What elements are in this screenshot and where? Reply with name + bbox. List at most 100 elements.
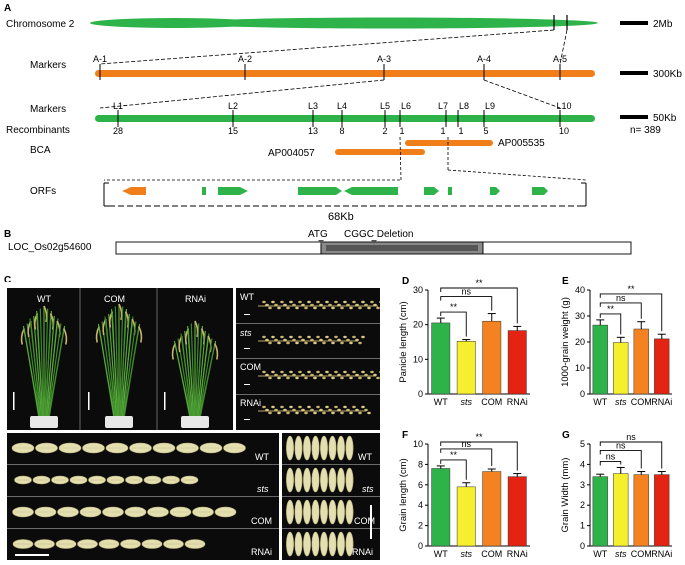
significance-bracket (599, 461, 622, 466)
y-tick-label: 10 (413, 354, 423, 364)
y-tick-label: 4 (418, 500, 423, 510)
marker-label-a: A-1 (93, 54, 107, 64)
grain-label-sts: sts (257, 484, 269, 494)
bac-bar-ap004057 (335, 149, 425, 155)
significance-bracket (440, 311, 467, 337)
bac-label-ap005535: AP005535 (498, 138, 545, 149)
divider (282, 464, 380, 465)
panel-letter-c: C (4, 275, 11, 282)
x-tick-label: RNAi (507, 397, 528, 407)
x-tick-label: WT (434, 549, 448, 559)
grain-width-label-wt: WT (358, 452, 372, 462)
significance-label: ns (626, 432, 636, 442)
bar-com (482, 320, 502, 395)
bar-wt (592, 476, 608, 547)
bac-bar-ap005535 (405, 140, 493, 146)
y-tick-label: 8 (418, 459, 423, 469)
panicle-label-rnai: RNAi (240, 398, 262, 408)
zoom-line (99, 29, 555, 65)
markers-l-group: L1 L2 L3 L4 L5 L6 L7 L8 L9 L10 (113, 101, 572, 127)
significance-label: ns (616, 293, 626, 303)
marker-bar-l (95, 115, 595, 122)
y-tick-label: 0 (580, 389, 585, 399)
grain-label-com: COM (251, 516, 272, 526)
panicle-illustration (258, 300, 380, 415)
panicle-label-wt: WT (240, 292, 254, 302)
bar-wt (431, 468, 451, 547)
gene-name: LOC_Os02g54600 (8, 242, 92, 253)
marker-label-l: L7 (438, 101, 448, 111)
significance-bracket (440, 441, 518, 471)
y-tick-label: 10 (575, 363, 585, 373)
zoom-line (447, 169, 587, 181)
scale-bar (244, 384, 250, 385)
scale-label-50kb: 50Kb (653, 113, 677, 124)
recombinant-count: 15 (228, 126, 238, 136)
significance-label: ** (475, 432, 483, 442)
orf-span-label: 68Kb (328, 211, 354, 223)
divider (282, 496, 380, 497)
x-tick-label: sts (615, 549, 627, 559)
grain-width-illustration (286, 435, 354, 557)
orf-arrows (122, 187, 548, 195)
significance-bracket (440, 459, 467, 480)
plant-photos: WT COM RNAi (7, 288, 233, 430)
y-tick-label: 10 (413, 439, 423, 449)
marker-bar-a (95, 70, 595, 77)
scale-bar (244, 419, 250, 420)
panel-letter: G (562, 430, 570, 441)
y-tick-label: 30 (575, 311, 585, 321)
significance-bracket (440, 296, 493, 311)
recombinant-count: 1 (440, 126, 445, 136)
recombinant-count: 10 (559, 126, 569, 136)
recombinant-count: 5 (483, 126, 488, 136)
marker-label-l: L8 (459, 101, 469, 111)
atg-marker-icon (318, 240, 324, 244)
panicle-label-sts: sts (240, 328, 252, 338)
bar-rnai (507, 330, 527, 395)
divider (7, 528, 279, 529)
bar-sts (456, 341, 476, 395)
divider (236, 323, 380, 324)
x-tick-label: WT (593, 549, 607, 559)
y-tick-label: 2 (418, 521, 423, 531)
x-tick-label: COM (481, 397, 502, 407)
recombinant-count: 1 (399, 126, 404, 136)
zoom-line (483, 79, 561, 109)
panicle-photos: WT sts COM RNAi (236, 288, 380, 430)
divider (282, 528, 380, 529)
x-tick-label: RNAi (651, 549, 672, 559)
marker-label-a: A-2 (238, 54, 252, 64)
markers-a-group: A-1 A-2 A-3 A-4 A-5 (93, 54, 567, 80)
recombinant-count: 28 (113, 126, 123, 136)
x-tick-label: COM (631, 549, 652, 559)
divider (7, 496, 279, 497)
marker-label-l: L2 (228, 101, 238, 111)
y-tick-label: 0 (418, 541, 423, 551)
y-tick-label: 0 (580, 541, 585, 551)
x-tick-label: sts (460, 397, 472, 407)
marker-label-l: L4 (337, 101, 347, 111)
significance-bracket (599, 302, 642, 319)
chromosome-label: Chromosome 2 (6, 19, 75, 30)
bar-com (482, 471, 502, 547)
x-tick-label: COM (631, 397, 652, 407)
panel-letter-b: B (4, 229, 11, 240)
orf-3 (218, 187, 248, 195)
marker-label-l: L9 (485, 101, 495, 111)
significance-label: ** (607, 304, 615, 314)
significance-label: ns (616, 440, 626, 450)
bca-label: BCA (30, 145, 51, 156)
panicle-label-com: COM (240, 362, 261, 372)
zoom-line (399, 136, 402, 181)
grain-label-wt: WT (255, 452, 269, 462)
bar-sts (456, 486, 476, 547)
plant-label-rnai: RNAi (185, 294, 207, 304)
bar-sts (613, 473, 629, 547)
markers-label-1: Markers (30, 60, 66, 71)
significance-bracket (440, 287, 518, 324)
scale-label-2mb: 2Mb (653, 19, 673, 30)
deletion-marker-icon (371, 240, 377, 244)
